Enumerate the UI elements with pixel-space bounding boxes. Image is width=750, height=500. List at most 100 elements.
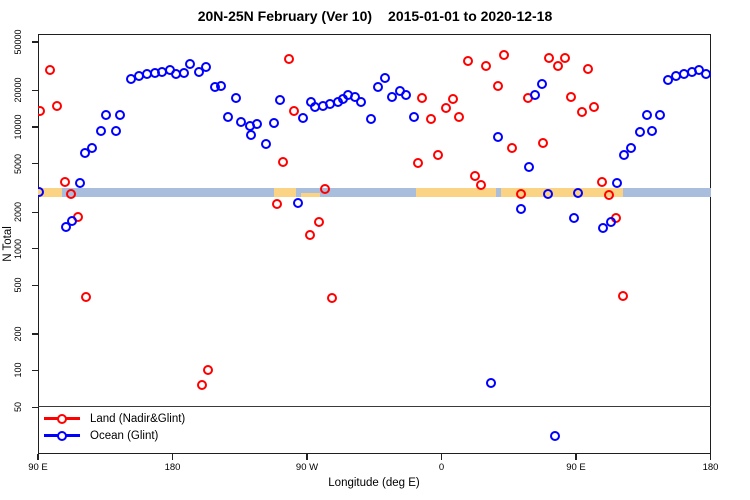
ocean-data-point [372, 82, 383, 93]
legend-item-land: Land (Nadir&Glint) [44, 410, 185, 427]
ocean-data-point [297, 113, 308, 124]
land-data-point [319, 184, 330, 195]
x-axis-tick [171, 453, 174, 460]
land-data-point [476, 180, 487, 191]
land-data-point [565, 91, 576, 102]
expected-band-ocean-gap [496, 188, 502, 197]
ocean-data-point [275, 94, 286, 105]
x-axis-tick [709, 453, 712, 460]
land-data-point [440, 102, 451, 113]
y-axis-tick [32, 406, 38, 408]
land-data-point [492, 80, 503, 91]
expected-band-ocean [38, 188, 711, 197]
expected-band-land-low [301, 192, 321, 197]
ocean-data-point [408, 112, 419, 123]
expected-band-land [38, 188, 62, 197]
chart-legend: Land (Nadir&Glint) Ocean (Glint) [44, 410, 185, 444]
land-data-point [197, 379, 208, 390]
ocean-data-point [61, 222, 72, 233]
y-axis-tick [32, 284, 38, 287]
ocean-data-point [178, 67, 189, 78]
ocean-data-point [530, 89, 541, 100]
x-tick-label: 180 [702, 461, 719, 473]
land-data-point [588, 101, 599, 112]
land-data-point [412, 158, 423, 169]
ocean-data-point [293, 198, 304, 209]
ocean-data-point [114, 110, 125, 121]
ocean-data-point [252, 119, 263, 130]
x-axis-tick [440, 453, 443, 460]
ocean-data-point [598, 223, 609, 234]
y-axis-tick [32, 163, 38, 165]
land-data-point [52, 100, 63, 111]
ocean-data-point [216, 80, 227, 91]
ocean-data-point [201, 61, 212, 72]
y-tick-label: 50000 [13, 29, 23, 55]
y-tick-label: 200 [13, 326, 23, 342]
land-data-point [65, 189, 76, 200]
ocean-data-point [101, 110, 112, 121]
land-data-point [516, 189, 526, 200]
legend-label-ocean: Ocean (Glint) [90, 429, 159, 442]
reference-line [38, 406, 711, 408]
land-data-point [432, 149, 443, 160]
ocean-data-point [268, 117, 279, 128]
land-data-point [537, 138, 548, 149]
land-data-point [304, 230, 315, 241]
ocean-data-point [380, 72, 391, 83]
land-data-point [327, 293, 338, 304]
land-data-point [576, 107, 587, 118]
y-axis-tick [32, 248, 38, 250]
land-data-point [462, 55, 473, 66]
y-tick-label: 20000 [13, 77, 23, 103]
x-tick-label: 180 [164, 461, 181, 473]
ocean-data-point [605, 216, 616, 227]
x-axis-tick [306, 453, 308, 460]
x-axis-tick [37, 453, 39, 460]
ocean-data-point [485, 377, 496, 388]
land-data-point [617, 290, 628, 301]
legend-label-land: Land (Nadir&Glint) [90, 412, 186, 425]
land-data-point [544, 52, 555, 63]
ocean-data-point [611, 178, 622, 189]
x-axis-tick [575, 453, 577, 460]
ocean-data-point [96, 125, 107, 136]
ocean-data-point [635, 126, 646, 137]
chart-title-dates: 2015-01-01 to 2020-12-18 [388, 8, 553, 24]
land-data-point [203, 365, 214, 376]
ocean-data-point [193, 66, 204, 77]
y-axis-tick [32, 126, 38, 128]
land-data-point [559, 53, 570, 64]
y-tick-label: 2000 [13, 202, 23, 223]
ocean-data-point [111, 125, 122, 136]
land-data-point [80, 291, 91, 302]
x-tick-label: 90 W [295, 461, 319, 473]
land-data-point [272, 199, 283, 210]
land-data-point [499, 49, 510, 60]
ocean-data-point [75, 178, 86, 189]
land-data-point [453, 111, 464, 122]
ocean-data-point [662, 75, 673, 86]
land-data-point [426, 114, 437, 125]
ocean-data-point [261, 138, 272, 149]
land-data-point [448, 94, 459, 105]
expected-band-land [274, 188, 296, 197]
y-axis-tick [32, 211, 38, 213]
land-legend-marker-icon [44, 413, 80, 424]
ocean-data-point [366, 114, 377, 125]
ocean-data-point [573, 187, 584, 198]
land-data-point [313, 216, 324, 227]
plot-clip-region [38, 34, 711, 454]
land-data-point [59, 176, 70, 187]
land-data-point [44, 64, 55, 75]
land-data-point [417, 92, 428, 103]
ocean-data-point [516, 204, 526, 215]
x-tick-label: 0 [438, 461, 445, 473]
y-axis-tick [32, 41, 38, 43]
chart-title: 20N-25N February (Ver 10) 2015-01-01 to … [0, 8, 750, 24]
ocean-data-point [356, 96, 367, 107]
ocean-data-point [67, 215, 78, 226]
land-data-point [481, 60, 492, 71]
y-axis-tick [32, 333, 38, 335]
